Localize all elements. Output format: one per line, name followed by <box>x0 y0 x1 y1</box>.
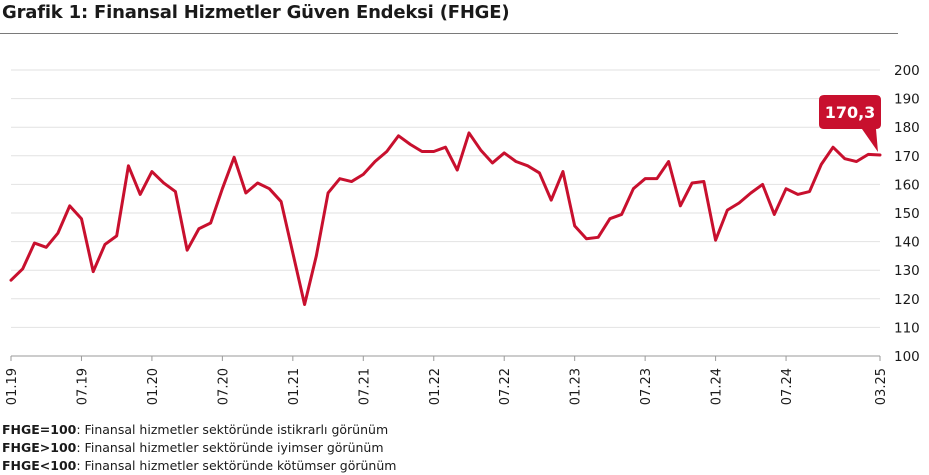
series-line <box>9 131 882 307</box>
legend-text: : Finansal hizmetler sektöründe istikrar… <box>76 422 389 437</box>
y-tick-label: 180 <box>894 120 920 136</box>
x-tick-label: 07.19 <box>75 368 90 405</box>
legend-text: : Finansal hizmetler sektöründe kötümser… <box>76 458 397 473</box>
y-tick-label: 140 <box>894 235 920 251</box>
y-tick-label: 130 <box>894 263 920 279</box>
annotation-label: 170,3 <box>825 103 876 122</box>
x-tick-label: 07.20 <box>216 368 231 405</box>
annotation-callout <box>819 95 881 152</box>
x-tick-label: 01.24 <box>710 368 725 405</box>
x-tick-label: 01.23 <box>569 368 584 405</box>
series-lines <box>9 131 882 307</box>
y-axis-ticks: 100 110 120 130 140 150 160 170 180 190 200 <box>894 63 920 365</box>
y-tick-label: 170 <box>894 149 920 165</box>
annotation: 170,3 <box>819 95 881 152</box>
legend-key: FHGE<100 <box>2 458 77 473</box>
x-tick-label: 07.21 <box>357 368 372 405</box>
x-tick-label: 07.23 <box>639 368 654 405</box>
x-tick-label: 01.19 <box>5 368 20 405</box>
legend-row-optimistic: FHGE>100: Finansal hizmetler sektöründe … <box>2 439 396 457</box>
y-tick-label: 100 <box>894 349 920 365</box>
legend: FHGE=100: Finansal hizmetler sektöründe … <box>2 421 396 475</box>
x-axis: 01.19 07.19 01.20 07.20 01.21 07.21 01.22 07.22… <box>5 356 889 405</box>
y-tick-label: 120 <box>894 292 920 308</box>
y-tick-label: 160 <box>894 177 920 193</box>
legend-row-pessimistic: FHGE<100: Finansal hizmetler sektöründe … <box>2 457 396 475</box>
legend-row-stable: FHGE=100: Finansal hizmetler sektöründe … <box>2 421 396 439</box>
legend-key: FHGE>100 <box>2 440 77 455</box>
x-tick-label: 07.24 <box>780 368 795 405</box>
y-tick-label: 150 <box>894 206 920 222</box>
x-tick-label: 07.22 <box>498 368 513 405</box>
chart-title: Grafik 1: Finansal Hizmetler Güven Endek… <box>2 2 510 23</box>
x-tick-label: 03.25 <box>874 368 889 405</box>
legend-text: : Finansal hizmetler sektöründe iyimser … <box>76 440 384 455</box>
y-tick-label: 110 <box>894 320 920 336</box>
y-tick-label: 190 <box>894 92 920 108</box>
x-tick-label: 01.22 <box>428 368 443 405</box>
x-tick-label: 01.20 <box>146 368 161 405</box>
legend-key: FHGE=100 <box>2 422 77 437</box>
y-tick-label: 200 <box>894 63 920 79</box>
gridlines <box>11 69 880 357</box>
title-divider <box>0 33 898 34</box>
x-tick-label: 01.21 <box>287 368 302 405</box>
